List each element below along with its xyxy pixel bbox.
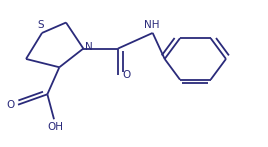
Text: S: S — [37, 20, 44, 30]
Text: O: O — [123, 70, 131, 80]
Text: OH: OH — [47, 122, 63, 132]
Text: O: O — [7, 100, 15, 110]
Text: NH: NH — [144, 20, 159, 30]
Text: N: N — [85, 42, 93, 52]
